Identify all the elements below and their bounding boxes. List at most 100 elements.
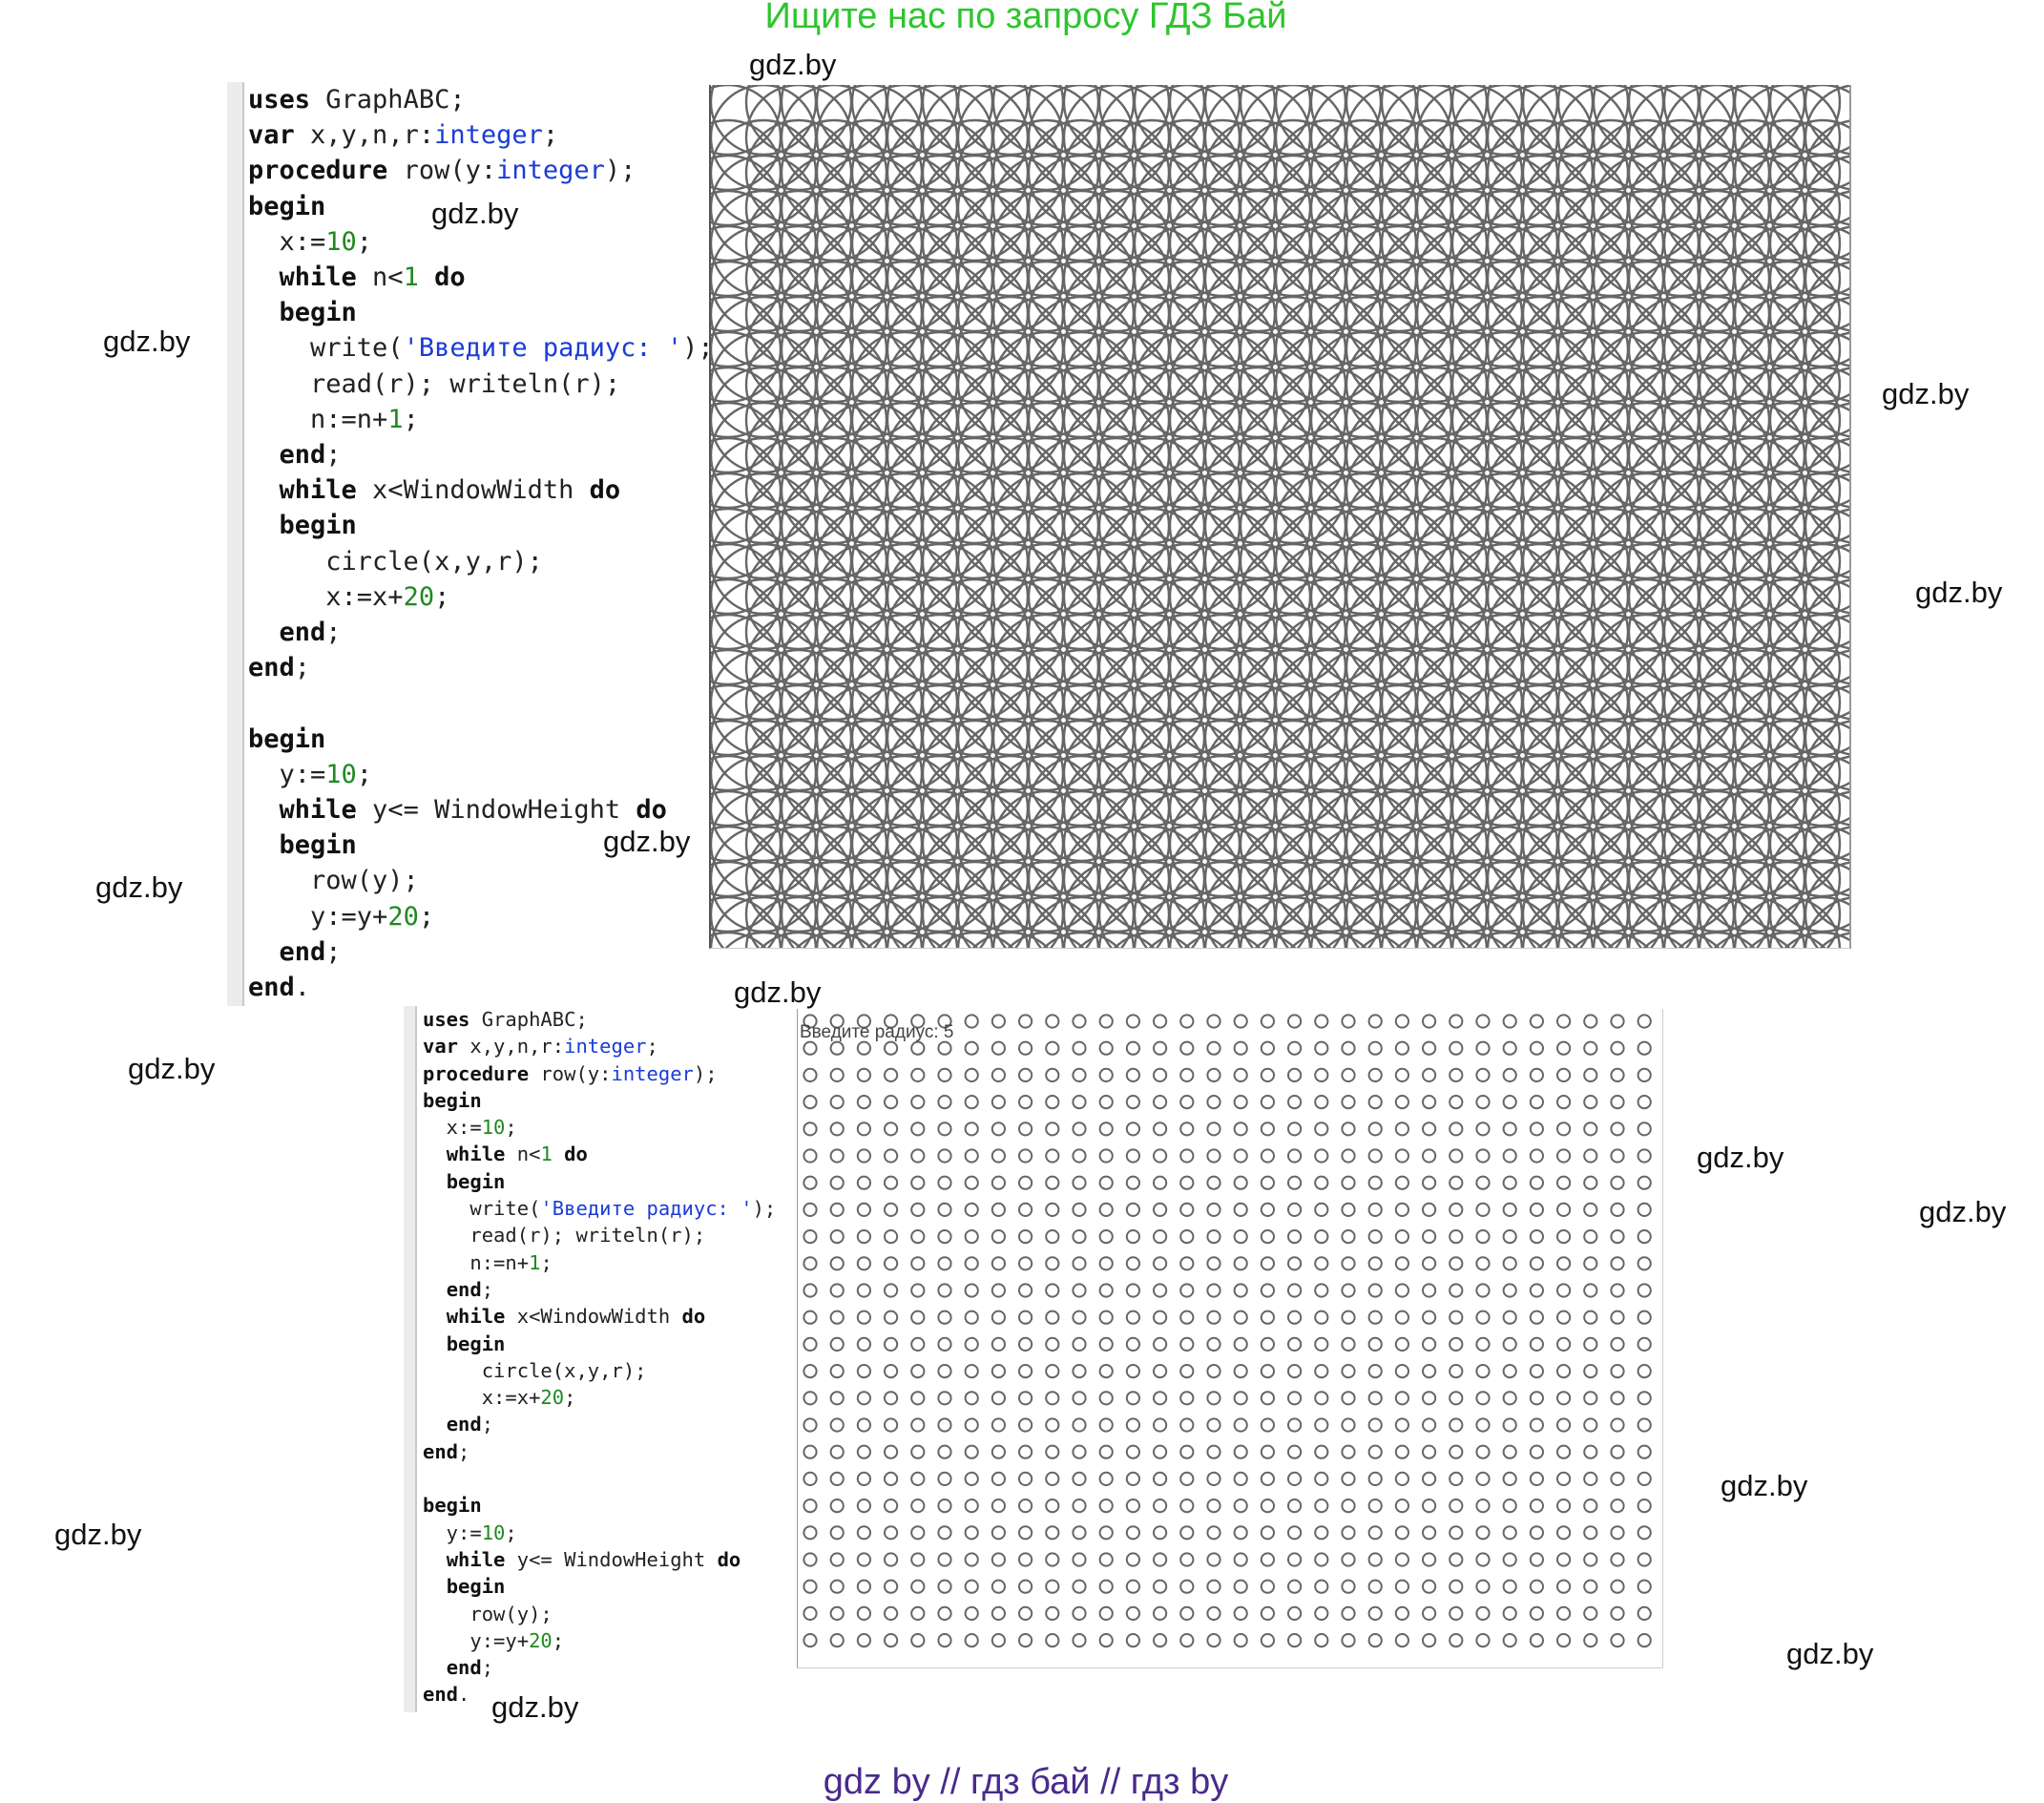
circle-mark	[910, 1122, 926, 1137]
circle-mark	[1450, 613, 1559, 722]
circle-mark	[829, 1605, 845, 1622]
circle-mark	[1662, 260, 1771, 368]
circle-mark	[1072, 1417, 1087, 1433]
circle-mark	[1314, 1122, 1329, 1137]
circle-mark	[1309, 613, 1418, 722]
circle-mark	[1637, 1256, 1652, 1271]
circle-mark	[1097, 189, 1206, 298]
circle-mark	[1486, 542, 1595, 651]
code-token: ;	[356, 226, 373, 257]
code-token	[419, 262, 434, 292]
circle-mark	[1486, 436, 1595, 545]
circle-mark	[744, 472, 853, 580]
circle-mark	[1698, 366, 1806, 474]
circle-mark	[815, 260, 924, 368]
circle-mark	[1637, 1525, 1652, 1541]
circle-mark	[815, 754, 924, 863]
circle-mark	[886, 401, 994, 510]
code-token: begin	[446, 1331, 506, 1355]
circle-mark	[1018, 1014, 1033, 1029]
circle-mark	[1233, 1095, 1248, 1110]
circle-mark	[1475, 1310, 1491, 1325]
code-line: end;	[423, 1276, 493, 1303]
circle-mark	[1153, 1283, 1168, 1298]
circle-mark	[815, 436, 924, 545]
circle-mark	[1583, 1525, 1598, 1541]
circle-mark	[1380, 224, 1489, 333]
circle-mark	[1521, 754, 1630, 863]
circle-mark	[1521, 436, 1630, 545]
circle-mark	[1125, 1444, 1140, 1459]
circle-mark	[1556, 436, 1665, 545]
circle-mark	[780, 825, 888, 933]
circle-mark	[815, 507, 924, 616]
circle-mark	[1203, 118, 1312, 227]
circle-mark	[1287, 1095, 1303, 1110]
circle-mark	[1804, 119, 1849, 226]
circle-mark	[910, 1605, 926, 1622]
circle-mark	[1475, 1229, 1491, 1245]
circle-mark	[803, 1417, 818, 1433]
circle-mark	[1449, 1525, 1464, 1541]
circle-mark	[1018, 1364, 1033, 1379]
circle-mark	[1179, 1229, 1195, 1245]
circle-mark	[1274, 401, 1383, 510]
circle-mark	[744, 507, 853, 616]
circle-mark	[1486, 648, 1595, 757]
circle-mark	[1098, 1444, 1114, 1459]
circle-mark	[711, 260, 818, 368]
circle-mark	[1287, 1310, 1303, 1325]
circle-mark	[886, 189, 994, 298]
circle-mark	[1072, 1391, 1087, 1406]
circle-mark	[1341, 1417, 1356, 1433]
circle-mark	[1529, 1417, 1545, 1433]
circle-mark	[1098, 1283, 1114, 1298]
circle-mark	[921, 189, 1030, 298]
circle-mark	[803, 1579, 818, 1594]
circle-mark	[1698, 825, 1806, 933]
circle-mark	[780, 436, 888, 545]
circle-mark	[1556, 260, 1665, 368]
circle-mark	[1309, 401, 1418, 510]
circle-mark	[1583, 1283, 1598, 1298]
circle-mark	[1733, 507, 1842, 616]
circle-mark	[1662, 295, 1771, 404]
circle-mark	[1098, 1552, 1114, 1567]
circle-mark	[1422, 1391, 1437, 1406]
code-token: ;	[325, 618, 342, 648]
circle-mark	[991, 577, 1100, 686]
circle-mark	[1556, 895, 1665, 948]
watermark-text: gdz.by	[1919, 1195, 2007, 1228]
circle-mark	[1287, 1579, 1303, 1594]
circle-mark	[1168, 648, 1277, 757]
circle-mark	[1592, 366, 1700, 474]
circle-mark	[1521, 472, 1630, 580]
circle-mark	[886, 472, 994, 580]
circle-mark	[1341, 1040, 1356, 1056]
circle-mark	[910, 1579, 926, 1594]
circle-mark	[829, 1444, 845, 1459]
circle-mark	[1309, 648, 1418, 757]
circle-mark	[1098, 1471, 1114, 1486]
code-token: end	[279, 618, 326, 648]
circle-mark	[803, 1364, 818, 1379]
circle-mark	[1678, 931, 1756, 948]
circle-mark	[1583, 1499, 1598, 1514]
circle-mark	[1260, 1148, 1275, 1164]
circle-mark	[711, 895, 782, 948]
circle-mark	[1125, 1310, 1140, 1325]
circle-mark	[1206, 1229, 1221, 1245]
circle-mark	[1521, 648, 1630, 757]
circle-mark	[886, 295, 994, 404]
circle-mark	[1804, 437, 1849, 544]
code-token: do	[681, 1305, 706, 1329]
circle-mark	[1018, 1095, 1033, 1110]
circle-mark	[1206, 1014, 1221, 1029]
circle-mark	[1260, 1014, 1275, 1029]
circle-mark	[1422, 1605, 1437, 1622]
circle-mark	[1203, 224, 1312, 333]
circle-mark	[1521, 401, 1630, 510]
circle-mark	[1345, 224, 1453, 333]
circle-mark	[1556, 825, 1665, 933]
circle-mark	[1449, 1310, 1464, 1325]
